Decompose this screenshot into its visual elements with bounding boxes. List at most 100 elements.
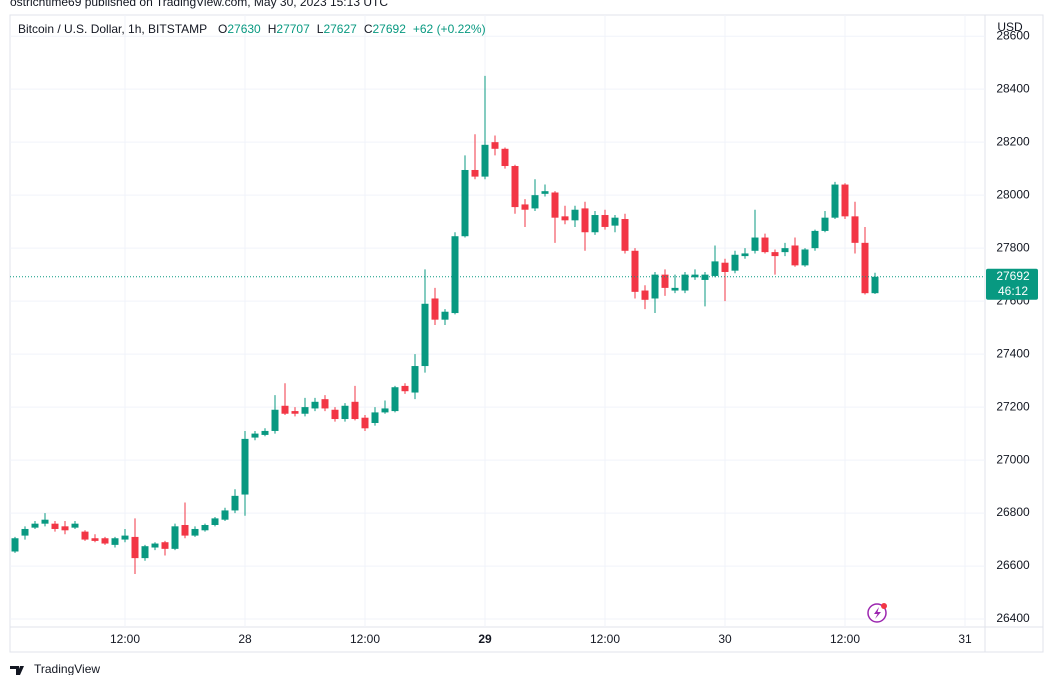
candle-body <box>91 538 99 541</box>
y-tick-label: 27000 <box>996 452 1030 466</box>
candle-body <box>871 276 879 294</box>
y-tick-label: 26400 <box>996 611 1030 625</box>
ohlc-key: L <box>317 22 324 36</box>
candle-body <box>391 387 399 412</box>
candle-body <box>491 142 499 149</box>
ohlc-value: 27707 <box>276 22 310 36</box>
candle-body <box>401 385 409 392</box>
ohlc-value: 27692 <box>373 22 407 36</box>
candle-body <box>311 401 319 409</box>
candle-body <box>511 166 519 208</box>
candle-body <box>61 526 69 531</box>
brand: TradingView <box>34 662 100 675</box>
candle-body <box>471 169 479 177</box>
candle-body <box>361 417 369 429</box>
candle-body <box>791 245 799 266</box>
candle-body <box>121 535 129 540</box>
candle-body <box>731 254 739 271</box>
candle-body <box>541 191 549 194</box>
ohlc-value: 27630 <box>227 22 261 36</box>
candle-body <box>771 252 779 257</box>
ohlc-value: 27627 <box>323 22 357 36</box>
candle-body <box>211 518 219 525</box>
y-tick-label: 28200 <box>996 134 1030 148</box>
ohlc-key: O <box>218 22 227 36</box>
candle-body <box>451 236 459 314</box>
chart-frame <box>9 14 1044 653</box>
candle-body <box>671 287 679 291</box>
candle-body <box>291 411 299 414</box>
candle-body <box>331 409 339 420</box>
candle-body <box>751 237 759 251</box>
candle-body <box>441 311 449 320</box>
candle-body <box>781 248 789 253</box>
candle-body <box>831 184 839 218</box>
x-tick-label: 29 <box>478 632 492 646</box>
candle-body <box>481 144 489 177</box>
x-tick-label: 12:00 <box>590 632 620 646</box>
ohlc: O27630 H27707 L27627 C27692 +62 (+0.22%) <box>218 22 486 36</box>
candle-body <box>631 250 639 292</box>
candle-body <box>601 215 609 227</box>
candle-body <box>681 274 689 291</box>
candle-body <box>111 538 119 545</box>
x-tick-label: 30 <box>718 632 732 646</box>
candle-body <box>691 274 699 278</box>
candle-body <box>531 195 539 209</box>
candle-body <box>181 525 189 536</box>
candle-body <box>51 523 59 529</box>
candle-body <box>461 169 469 237</box>
candle-body <box>11 538 19 552</box>
currency: USD <box>997 20 1023 34</box>
x-tick-label: 31 <box>958 632 972 646</box>
candle-body <box>861 242 869 294</box>
candle-body <box>581 208 589 233</box>
candle-body <box>21 528 29 536</box>
ohlc-key: H <box>268 22 277 36</box>
candle-body <box>651 274 659 299</box>
candle-body <box>571 209 579 221</box>
countdown: 46:12 <box>998 284 1028 298</box>
y-tick-label: 28600 <box>996 28 1030 42</box>
x-tick-label: 28 <box>238 632 252 646</box>
candle-body <box>261 430 269 435</box>
candle-body <box>171 526 179 549</box>
candle-body <box>231 495 239 511</box>
candles <box>10 75 985 575</box>
candle-body <box>821 217 829 231</box>
y-tick-label: 26600 <box>996 558 1030 572</box>
candle-body <box>721 262 729 272</box>
candle-body <box>711 261 719 276</box>
candle-body <box>421 303 429 367</box>
x-tick-label: 12:00 <box>350 632 380 646</box>
published-note: ostrichtime69 published on TradingView.c… <box>10 0 388 9</box>
y-tick-label: 27400 <box>996 346 1030 360</box>
candle-body <box>841 184 849 217</box>
x-tick-label: 12:00 <box>110 632 140 646</box>
legend: Bitcoin / U.S. Dollar, 1h, BITSTAMP O276… <box>18 22 486 36</box>
last-price: 27692 <box>996 269 1030 283</box>
candle-body <box>801 249 809 266</box>
candle-body <box>851 216 859 243</box>
candle-body <box>321 399 329 409</box>
candle-body <box>141 546 149 559</box>
y-tick-label: 26800 <box>996 505 1030 519</box>
candle-body <box>41 519 49 524</box>
grid <box>10 15 985 627</box>
candle-body <box>351 401 359 420</box>
ohlc-key: C <box>364 22 373 36</box>
candle-body <box>811 230 819 249</box>
candle-body <box>551 192 559 218</box>
change: +62 (+0.22%) <box>413 22 486 36</box>
currency-bg <box>990 17 1040 39</box>
candle-body <box>161 542 169 549</box>
candle-body <box>151 543 159 548</box>
candle-body <box>611 217 619 226</box>
candle-body <box>341 405 349 420</box>
y-tick-label: 27200 <box>996 399 1030 413</box>
candle-body <box>411 366 419 393</box>
candle-body <box>191 528 199 536</box>
y-tick-label: 27800 <box>996 240 1030 254</box>
